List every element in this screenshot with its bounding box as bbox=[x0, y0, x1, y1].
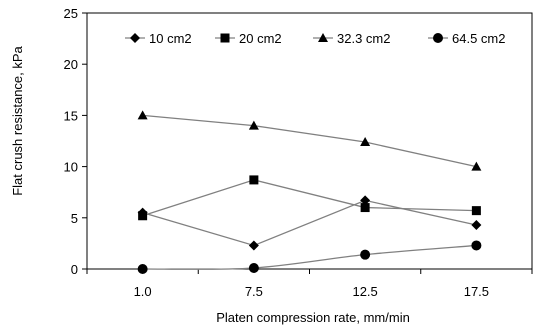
legend-item: 32.3 cm2 bbox=[313, 31, 390, 46]
legend-label: 64.5 cm2 bbox=[452, 31, 505, 46]
axes: 0 5 10 15 20 25 1.0 7.5 12.5 17.5 bbox=[64, 6, 533, 299]
y-tick-label: 20 bbox=[64, 57, 78, 72]
x-tick-label: 12.5 bbox=[352, 284, 377, 299]
data-point-triangle bbox=[248, 120, 259, 130]
data-point-square bbox=[471, 206, 481, 216]
legend-label: 10 cm2 bbox=[149, 31, 192, 46]
legend: 10 cm2 20 cm2 32.3 cm2 64.5 cm2 bbox=[125, 31, 505, 46]
data-point-diamond bbox=[360, 195, 371, 206]
series-square bbox=[138, 175, 481, 221]
legend-item: 64.5 cm2 bbox=[428, 31, 505, 46]
series-line bbox=[142, 244, 477, 270]
data-point-circle bbox=[248, 262, 259, 273]
series-line bbox=[142, 179, 477, 217]
y-tick-label: 10 bbox=[64, 160, 78, 175]
data-point-square bbox=[249, 175, 259, 185]
legend-item: 10 cm2 bbox=[125, 31, 192, 46]
x-tick-label: 7.5 bbox=[245, 284, 263, 299]
y-tick-label: 5 bbox=[71, 211, 78, 226]
legend-swatch-marker bbox=[433, 33, 443, 43]
plot-area bbox=[86, 12, 533, 270]
legend-swatch-marker bbox=[130, 33, 140, 43]
x-tick-label: 17.5 bbox=[464, 284, 489, 299]
legend-swatch-marker bbox=[318, 33, 328, 42]
series-line bbox=[142, 199, 477, 247]
y-tick-label: 25 bbox=[64, 6, 78, 21]
series-line bbox=[142, 114, 477, 168]
legend-label: 32.3 cm2 bbox=[337, 31, 390, 46]
data-point-circle bbox=[471, 240, 482, 251]
y-tick-label: 15 bbox=[64, 108, 78, 123]
data-point-diamond bbox=[248, 240, 259, 251]
y-tick-label: 0 bbox=[71, 262, 78, 277]
series-triangle bbox=[137, 110, 482, 171]
data-point-circle bbox=[360, 249, 371, 260]
data-point-diamond bbox=[471, 219, 482, 230]
series-circle bbox=[137, 240, 482, 274]
data-point-circle bbox=[137, 264, 148, 274]
legend-swatch-marker bbox=[220, 33, 230, 43]
series-layer bbox=[137, 110, 482, 274]
data-point-triangle bbox=[137, 110, 148, 120]
legend-label: 20 cm2 bbox=[239, 31, 282, 46]
data-point-square bbox=[138, 211, 148, 221]
y-axis-title: Flat crush resistance, kPa bbox=[10, 45, 25, 195]
legend-item: 20 cm2 bbox=[215, 31, 282, 46]
x-axis-title: Platen compression rate, mm/min bbox=[216, 310, 410, 325]
data-point-triangle bbox=[471, 161, 482, 171]
data-point-square bbox=[360, 203, 370, 213]
data-point-triangle bbox=[360, 137, 371, 147]
plot-frame bbox=[86, 12, 533, 270]
x-tick-label: 1.0 bbox=[134, 284, 152, 299]
